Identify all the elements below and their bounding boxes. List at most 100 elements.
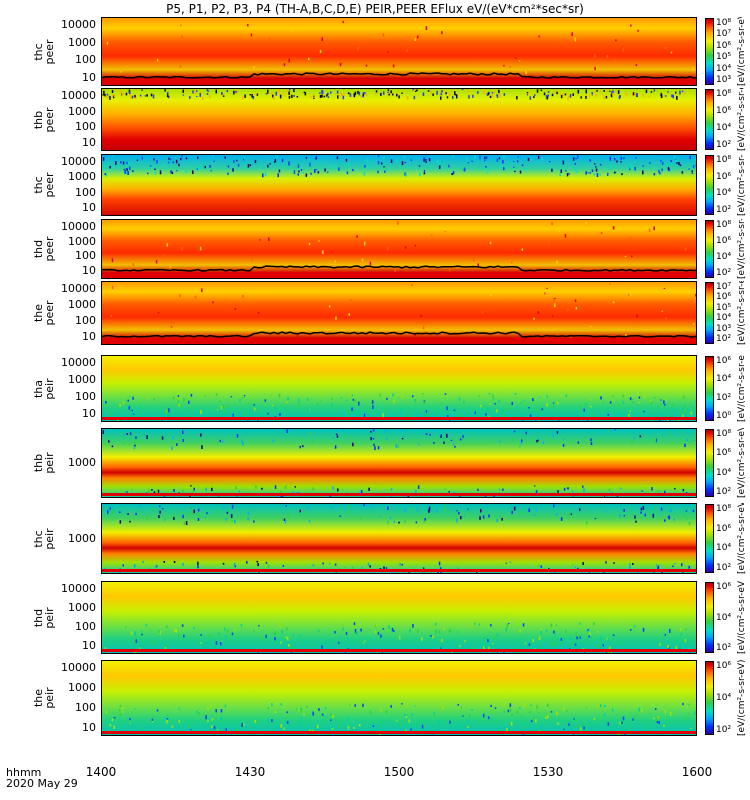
- noise-pixel: [328, 305, 331, 308]
- noise-pixel: [394, 269, 396, 272]
- noise-pixel: [134, 94, 136, 98]
- noise-pixel: [212, 301, 214, 304]
- noise-pixel: [390, 705, 392, 708]
- noise-pixel: [335, 623, 337, 625]
- noise-pixel: [632, 718, 634, 721]
- noise-pixel: [129, 432, 132, 436]
- noise-pixel: [180, 24, 182, 27]
- noise-pixel: [630, 292, 632, 296]
- noise-pixel: [461, 734, 464, 735]
- noise-pixel: [506, 728, 508, 732]
- noise-pixel: [509, 708, 512, 712]
- noise-pixel: [438, 734, 440, 735]
- noise-pixel: [290, 652, 293, 653]
- noise-pixel: [392, 93, 394, 96]
- noise-pixel: [121, 92, 124, 97]
- noise-pixel: [166, 625, 168, 629]
- noise-pixel: [401, 396, 404, 399]
- noise-pixel: [102, 157, 105, 161]
- noise-pixel: [205, 487, 207, 492]
- noise-pixel: [664, 398, 667, 401]
- y-tick-label: 10: [82, 71, 96, 84]
- noise-pixel: [233, 90, 235, 95]
- noise-pixel: [414, 333, 416, 337]
- noise-pixel: [611, 515, 614, 517]
- spectrogram-image: [102, 356, 696, 421]
- noise-pixel: [625, 93, 628, 97]
- noise-pixel: [389, 516, 392, 520]
- noise-pixel: [106, 95, 108, 99]
- noise-pixel: [589, 632, 591, 636]
- noise-pixel: [572, 157, 575, 161]
- noise-pixel: [412, 89, 414, 91]
- noise-pixel: [421, 432, 423, 435]
- noise-pixel: [335, 164, 337, 166]
- noise-pixel: [359, 624, 361, 626]
- noise-pixel: [502, 160, 504, 164]
- noise-pixel: [319, 162, 321, 164]
- noise-pixel: [367, 562, 370, 566]
- noise-pixel: [379, 733, 381, 735]
- noise-pixel: [550, 430, 553, 432]
- noise-pixel: [253, 404, 255, 406]
- noise-pixel: [349, 93, 352, 97]
- noise-pixel: [517, 156, 519, 158]
- noise-pixel: [205, 516, 207, 518]
- noise-pixel: [585, 706, 587, 708]
- noise-pixel: [222, 404, 224, 408]
- noise-pixel: [533, 717, 535, 720]
- noise-pixel: [642, 506, 645, 510]
- noise-pixel: [239, 398, 241, 403]
- noise-pixel: [458, 397, 461, 401]
- noise-pixel: [448, 164, 450, 168]
- noise-pixel: [353, 622, 356, 626]
- noise-pixel: [690, 300, 693, 304]
- noise-pixel: [630, 24, 632, 27]
- noise-pixel: [610, 497, 612, 498]
- noise-pixel: [538, 636, 541, 641]
- noise-pixel: [660, 399, 662, 401]
- noise-pixel: [176, 443, 178, 446]
- noise-pixel: [658, 721, 660, 725]
- noise-pixel: [472, 94, 474, 98]
- noise-pixel: [340, 636, 343, 639]
- noise-pixel: [614, 157, 616, 161]
- colorbar: [705, 155, 714, 215]
- noise-pixel: [127, 513, 129, 515]
- noise-pixel: [265, 634, 267, 639]
- colorbar: [705, 582, 714, 653]
- y-axis-label-line: peer: [43, 236, 56, 262]
- noise-pixel: [663, 400, 665, 404]
- noise-pixel: [167, 91, 169, 95]
- noise-pixel: [448, 491, 450, 493]
- noise-pixel: [288, 643, 290, 647]
- noise-pixel: [129, 95, 132, 99]
- below-potential-region: [102, 79, 696, 85]
- noise-pixel: [187, 725, 190, 728]
- noise-pixel: [385, 437, 388, 441]
- noise-pixel: [449, 267, 451, 272]
- noise-pixel: [345, 631, 348, 635]
- noise-pixel: [360, 490, 363, 494]
- noise-pixel: [129, 718, 131, 721]
- noise-pixel: [205, 715, 207, 720]
- mode-flag-bar: [102, 649, 696, 652]
- noise-pixel: [579, 636, 581, 639]
- noise-pixel: [461, 511, 463, 515]
- noise-pixel: [197, 518, 200, 521]
- noise-pixel: [503, 167, 505, 171]
- noise-pixel: [519, 706, 521, 709]
- noise-pixel: [542, 441, 545, 445]
- noise-pixel: [406, 639, 409, 642]
- noise-pixel: [380, 708, 382, 712]
- noise-pixel: [108, 95, 111, 97]
- noise-pixel: [299, 445, 301, 449]
- noise-pixel: [519, 511, 521, 514]
- noise-pixel: [166, 720, 168, 724]
- noise-pixel: [676, 162, 678, 164]
- noise-pixel: [340, 397, 343, 399]
- noise-pixel: [255, 92, 257, 96]
- colorbar-tick-label: 10²: [716, 487, 732, 497]
- noise-pixel: [648, 95, 650, 98]
- noise-pixel: [364, 165, 366, 168]
